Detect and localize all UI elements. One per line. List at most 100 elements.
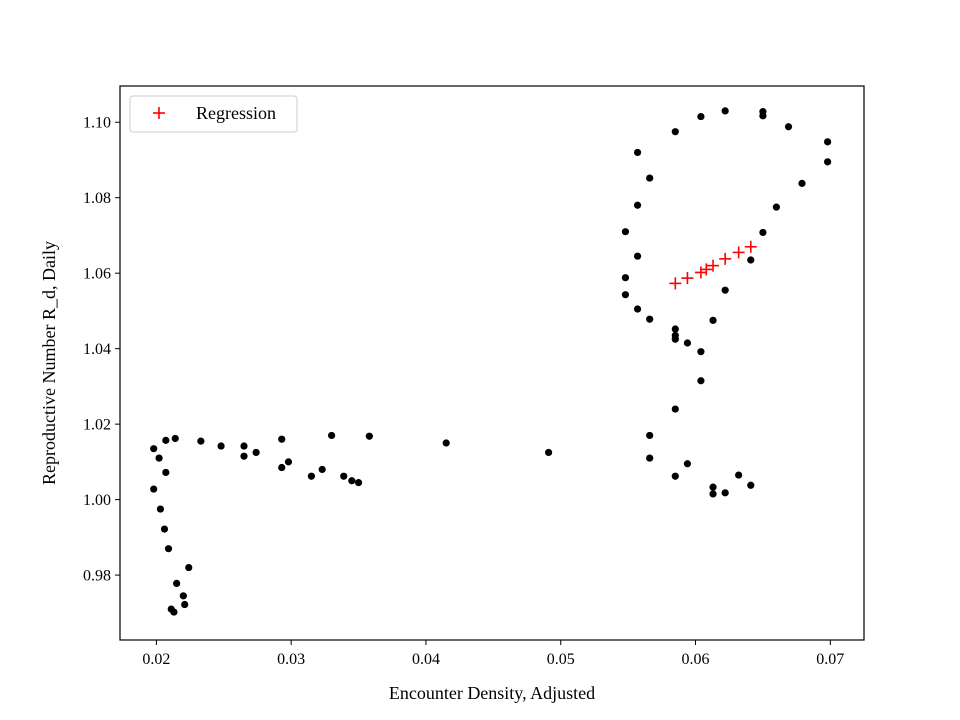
data-point [621,291,630,299]
y-tick-label: 1.02 [83,417,111,434]
data-point [185,563,193,572]
regression-point [719,252,732,265]
data-point [721,107,729,115]
x-tick-label: 0.02 [142,651,170,668]
data-point [365,432,373,440]
data-point [824,158,832,166]
data-point [633,252,642,260]
legend-regression-label: Regression [196,103,276,123]
data-point [318,465,326,474]
data-point [697,377,705,385]
data-point [156,505,165,513]
data-point [798,179,806,187]
data-point [348,477,356,485]
data-point [824,138,832,146]
data-point [671,335,679,343]
data-point [772,203,780,211]
y-tick-label: 1.10 [83,115,111,132]
data-point [442,439,450,447]
legend-box [129,95,298,133]
data-point [155,454,163,462]
x-tick-label: 0.03 [277,651,305,668]
data-point [328,431,336,440]
data-point [179,592,187,600]
data-point [721,286,729,294]
y-tick-label: 1.00 [83,492,111,509]
data-point [171,434,179,443]
y-tick-label: 1.06 [83,266,111,283]
x-tick-label: 0.06 [682,651,710,668]
data-point [747,256,755,264]
regression-point [707,259,720,272]
y-axis: 0.98 1.00 1.02 1.04 1.06 1.08 1.10 [83,115,120,585]
data-point [735,471,743,479]
legend-regression-marker [153,107,165,119]
data-point [646,454,654,462]
data-point [633,305,642,313]
data-point [646,174,654,182]
regression-point [681,272,694,285]
data-point [252,448,260,457]
data-point [173,579,181,587]
data-point [683,339,692,347]
plot-area [150,107,832,616]
x-axis-label: Encounter Density, Adjusted [389,683,595,703]
y-tick-label: 0.98 [83,568,111,585]
y-tick-label: 1.04 [83,341,111,358]
data-point [162,468,170,477]
data-point [697,112,705,121]
data-point [150,485,158,493]
data-point [164,545,173,553]
x-tick-label: 0.04 [412,651,440,668]
data-point [709,483,717,491]
data-point [633,148,642,157]
data-point [759,228,767,237]
data-point [759,112,767,120]
data-point [784,123,793,131]
data-point [646,315,654,323]
data-point [354,479,363,487]
data-point [621,228,630,236]
data-point [671,325,679,333]
regression-point [694,266,707,279]
data-point [278,463,286,472]
data-point [181,600,189,609]
data-point [240,452,248,460]
data-point [709,490,717,498]
data-point [709,316,717,324]
data-point [671,128,679,136]
data-point [162,436,170,444]
data-point [284,458,293,466]
data-point [197,437,205,445]
axes-frame [119,85,865,641]
data-point [633,201,642,209]
data-point [671,405,679,413]
data-point [240,442,248,450]
x-axis: 0.02 0.03 0.04 0.05 0.06 0.07 [142,640,844,668]
data-point [721,489,729,497]
data-point [683,460,692,468]
data-point [217,442,225,450]
data-point [170,608,178,616]
data-point [278,435,286,443]
regression-point [732,246,745,259]
data-point [646,431,654,440]
regression-point [700,263,713,276]
data-point [697,348,705,356]
x-tick-label: 0.07 [816,651,844,668]
data-point [150,445,158,453]
data-point [307,472,315,480]
regression-point [669,277,682,290]
data-point [545,448,553,457]
data-point [747,481,755,489]
y-axis-label: Reproductive Number R_d, Daily [39,241,59,485]
data-point [340,472,348,480]
x-tick-label: 0.05 [547,651,575,668]
y-tick-label: 1.08 [83,190,111,207]
data-point [160,525,169,533]
legend: Regression [129,95,298,133]
data-point [621,274,630,282]
regression-point [744,240,757,253]
data-point [671,472,679,480]
